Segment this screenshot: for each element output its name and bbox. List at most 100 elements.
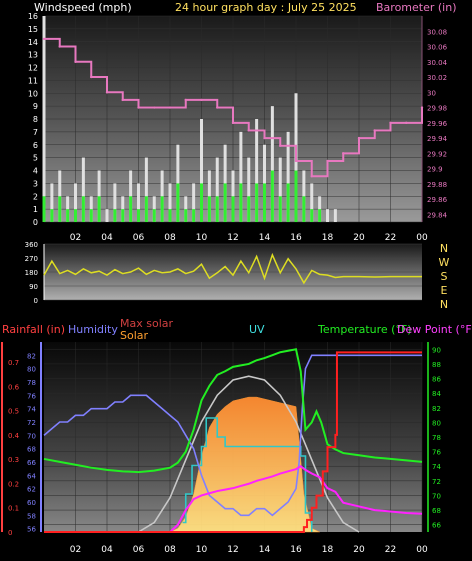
rain-tick-label: 0.2 bbox=[8, 480, 19, 488]
solar-title: Solar bbox=[120, 329, 149, 342]
wind-avg-bar bbox=[42, 196, 46, 222]
compass-label: N bbox=[440, 298, 448, 311]
bottom-x-tick-label: 02 bbox=[70, 545, 81, 555]
wind-x-tick-label: 22 bbox=[385, 233, 396, 243]
hum-tick-label: 60 bbox=[27, 499, 36, 507]
hum-tick-label: 66 bbox=[27, 459, 36, 467]
temp-tick-label: 88 bbox=[432, 361, 441, 369]
wind-avg-bar bbox=[58, 196, 62, 222]
hum-tick-label: 78 bbox=[27, 379, 36, 387]
hum-tick-label: 82 bbox=[27, 352, 36, 360]
wind-x-tick-label: 06 bbox=[133, 233, 145, 243]
wind-avg-bar bbox=[152, 209, 156, 222]
wind-gust-bar bbox=[81, 157, 85, 222]
wind-tick-label: 8 bbox=[33, 115, 38, 124]
wind-avg-bar bbox=[231, 196, 235, 222]
baro-tick-label: 29.98 bbox=[427, 105, 447, 113]
baro-tick-label: 29.94 bbox=[427, 135, 448, 143]
compass-label: N bbox=[440, 242, 448, 255]
humidity-title: Humidity bbox=[68, 323, 118, 336]
wind-tick-label: 7 bbox=[33, 128, 38, 137]
wind-avg-bar bbox=[50, 209, 54, 222]
wind-gust-bar bbox=[326, 209, 329, 222]
wind-gust-bar bbox=[192, 183, 196, 222]
rain-tick-label: 0.4 bbox=[8, 432, 20, 440]
wind-avg-bar bbox=[137, 209, 140, 222]
compass-label: E bbox=[441, 284, 448, 297]
wind-gust-bar bbox=[144, 157, 148, 222]
baro-tick-label: 30 bbox=[427, 89, 436, 97]
temp-tick-label: 66 bbox=[432, 522, 441, 530]
temp-tick-label: 78 bbox=[432, 434, 441, 442]
rain-tick-label: 0.3 bbox=[8, 456, 19, 464]
hum-tick-label: 68 bbox=[27, 446, 36, 454]
main-title: 24 hour graph day : July 25 2025 bbox=[175, 1, 357, 14]
temp-tick-label: 76 bbox=[432, 449, 441, 457]
bottom-x-tick-label: 12 bbox=[227, 545, 238, 555]
wind-title: Windspeed (mph) bbox=[34, 1, 132, 14]
baro-tick-label: 29.9 bbox=[427, 166, 443, 174]
wind-gust-bar bbox=[42, 16, 46, 222]
dir-tick-label: 0 bbox=[34, 297, 38, 305]
wind-avg-bar bbox=[81, 196, 85, 222]
wind-tick-label: 2 bbox=[33, 192, 38, 201]
hum-tick-label: 74 bbox=[27, 406, 36, 414]
temperature-line bbox=[43, 348, 423, 474]
bottom-x-tick-label: 08 bbox=[164, 545, 176, 555]
wind-tick-label: 6 bbox=[33, 141, 38, 150]
wind-avg-bar bbox=[129, 196, 133, 222]
hum-tick-label: 62 bbox=[27, 486, 36, 494]
wind-x-tick-label: 04 bbox=[101, 233, 113, 243]
baro-tick-label: 29.92 bbox=[427, 150, 447, 158]
wind-tick-label: 13 bbox=[28, 51, 38, 60]
baro-tick-label: 29.84 bbox=[427, 211, 448, 219]
temp-tick-label: 68 bbox=[432, 507, 441, 515]
wind-avg-bar bbox=[310, 209, 314, 222]
wind-direction-line bbox=[43, 252, 422, 285]
wind-x-tick-label: 02 bbox=[70, 233, 81, 243]
temp-tick-label: 82 bbox=[432, 405, 441, 413]
baro-tick-label: 30.02 bbox=[427, 74, 447, 82]
wind-gust-bar bbox=[215, 157, 219, 222]
wind-x-tick-label: 18 bbox=[322, 233, 334, 243]
wind-avg-bar bbox=[74, 209, 77, 222]
compass-label: W bbox=[439, 256, 450, 269]
wind-x-tick-label: 16 bbox=[290, 233, 302, 243]
wind-tick-label: 15 bbox=[28, 25, 38, 34]
hum-tick-label: 72 bbox=[27, 419, 36, 427]
temp-tick-label: 86 bbox=[432, 376, 441, 384]
wind-x-tick-label: 20 bbox=[353, 233, 365, 243]
wind-avg-bar bbox=[294, 170, 298, 222]
wind-tick-label: 0 bbox=[33, 218, 38, 227]
wind-avg-bar bbox=[160, 196, 164, 222]
bottom-x-tick-label: 18 bbox=[322, 545, 334, 555]
wind-avg-bar bbox=[66, 209, 70, 222]
wind-x-tick-label: 14 bbox=[259, 233, 271, 243]
compass-label: S bbox=[441, 270, 448, 283]
bottom-x-tick-label: 14 bbox=[259, 545, 271, 555]
wind-avg-bar bbox=[278, 196, 282, 222]
dew-point-title: Dew Point (°F) bbox=[397, 323, 472, 336]
baro-tick-label: 29.96 bbox=[427, 120, 448, 128]
hum-tick-label: 70 bbox=[27, 432, 36, 440]
wind-avg-bar bbox=[270, 170, 274, 222]
wind-gust-bar bbox=[200, 119, 203, 222]
dir-tick-label: 90 bbox=[29, 283, 38, 291]
wind-tick-label: 9 bbox=[33, 102, 38, 111]
wind-gust-bar bbox=[113, 183, 117, 222]
wind-avg-bar bbox=[192, 209, 196, 222]
baro-tick-label: 30.06 bbox=[427, 44, 448, 52]
wind-x-tick-label: 12 bbox=[227, 233, 238, 243]
wind-x-tick-label: 08 bbox=[164, 233, 176, 243]
dir-tick-label: 270 bbox=[25, 255, 38, 263]
rain-tick-label: 0.6 bbox=[8, 383, 20, 391]
wind-avg-bar bbox=[184, 209, 188, 222]
wind-avg-bar bbox=[302, 196, 306, 222]
wind-gust-bar bbox=[74, 183, 77, 222]
baro-tick-label: 29.86 bbox=[427, 196, 448, 204]
temp-tick-label: 74 bbox=[432, 463, 441, 471]
wind-avg-bar bbox=[239, 183, 243, 222]
dir-tick-label: 180 bbox=[25, 269, 38, 277]
wind-gust-bar bbox=[239, 131, 243, 222]
